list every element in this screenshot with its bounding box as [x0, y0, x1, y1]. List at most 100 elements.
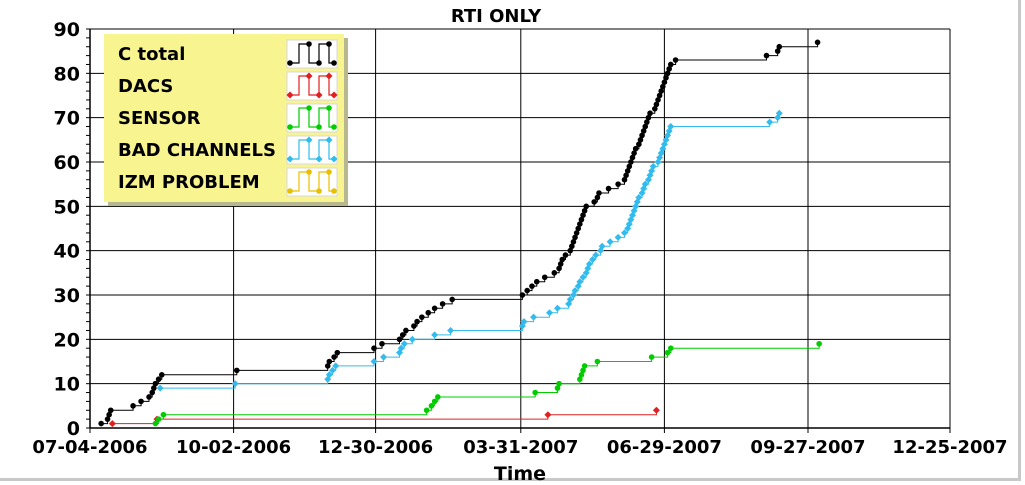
data-point [371, 345, 377, 352]
data-point [519, 292, 526, 298]
data-point [396, 336, 403, 343]
data-point [403, 327, 409, 334]
legend-swatch-marker [306, 41, 312, 47]
data-point [231, 380, 239, 388]
legend-swatch-marker [326, 41, 332, 47]
data-point [569, 243, 575, 250]
data-point [155, 376, 162, 383]
data-point [158, 372, 165, 378]
legend-swatch-marker [286, 91, 294, 99]
data-point [530, 313, 538, 321]
series-c-total [98, 39, 821, 427]
x-axis-label: Time [494, 463, 546, 485]
data-point [370, 358, 378, 365]
data-point [152, 380, 159, 387]
data-point [578, 372, 585, 378]
y-tick-label: 80 [54, 63, 80, 85]
x-tick-label: 06-29-2007 [607, 437, 722, 458]
data-point [400, 340, 408, 348]
axes [86, 28, 951, 433]
legend-swatch-marker [287, 188, 293, 194]
data-point [585, 260, 593, 268]
data-point [557, 261, 564, 267]
data-point [332, 362, 340, 370]
data-point [520, 318, 528, 326]
data-point [108, 420, 116, 428]
data-point [533, 278, 540, 285]
data-point [544, 411, 552, 419]
legend-swatch-marker [306, 105, 312, 111]
data-point [816, 340, 822, 347]
data-point [666, 66, 672, 72]
data-point [641, 180, 649, 188]
data-point [146, 394, 152, 400]
legend-swatch-marker [331, 124, 337, 130]
data-point [567, 247, 574, 254]
legend-label-bad-channels: BAD CHANNELS [118, 140, 276, 161]
data-point [637, 137, 644, 143]
y-tick-labels: 0 10 20 30 40 50 60 70 80 90 [54, 19, 80, 440]
data-point [449, 296, 455, 303]
data-point [532, 389, 538, 396]
data-point [665, 127, 673, 135]
data-point [605, 185, 612, 192]
legend-swatch-marker [325, 72, 333, 80]
data-point [397, 344, 405, 352]
data-point [594, 194, 601, 201]
data-point [551, 270, 558, 276]
data-point [649, 162, 657, 170]
data-point [130, 403, 136, 409]
data-point [554, 385, 561, 391]
data-point [380, 353, 388, 361]
data-point [626, 163, 633, 170]
data-point [379, 340, 385, 347]
data-point [580, 212, 586, 218]
data-point [439, 301, 446, 307]
data-point [660, 83, 666, 90]
series-sensor [152, 340, 822, 427]
legend-swatch-marker [326, 169, 332, 175]
data-point [621, 176, 628, 183]
data-point [614, 233, 622, 241]
legend-swatch-marker [315, 91, 323, 99]
y-tick-label: 0 [67, 418, 80, 440]
x-tick-label: 09-27-2007 [750, 437, 865, 458]
data-point [325, 371, 333, 379]
legend-swatch-marker [330, 155, 338, 163]
data-point [553, 304, 561, 312]
data-point [615, 181, 621, 187]
y-tick-label: 50 [54, 196, 80, 218]
data-point [435, 394, 441, 400]
data-point [656, 92, 663, 99]
data-point [628, 159, 634, 165]
legend-swatch-line [290, 171, 334, 192]
legend-swatch-marker [330, 91, 338, 99]
data-point [576, 278, 584, 286]
legend-label-c-total: C total [118, 44, 185, 65]
legend-swatch-line [290, 139, 334, 160]
plot-area [98, 39, 822, 428]
data-point [423, 407, 430, 414]
legend-swatch-line [290, 43, 334, 64]
data-point [566, 295, 574, 303]
data-point [579, 273, 587, 281]
data-point [653, 101, 660, 108]
y-tick-label: 30 [54, 285, 80, 307]
data-point [577, 221, 583, 227]
data-point [640, 128, 647, 134]
data-point [631, 150, 637, 156]
data-point [571, 287, 579, 295]
data-point [324, 363, 331, 369]
legend-label-dacs: DACS [118, 76, 173, 97]
data-point [578, 216, 585, 223]
data-point [606, 238, 614, 246]
data-point [655, 97, 661, 103]
y-tick-label: 40 [54, 241, 80, 263]
data-point [233, 367, 240, 374]
data-point [329, 366, 337, 374]
legend: C total DACS SENSOR BAD CHANNELS IZM PROBLEM [104, 34, 348, 206]
y-tick-label: 10 [54, 374, 80, 396]
y-tick-label: 90 [54, 19, 80, 41]
legend-swatch-marker [316, 124, 322, 130]
series-line-dacs [112, 410, 657, 425]
